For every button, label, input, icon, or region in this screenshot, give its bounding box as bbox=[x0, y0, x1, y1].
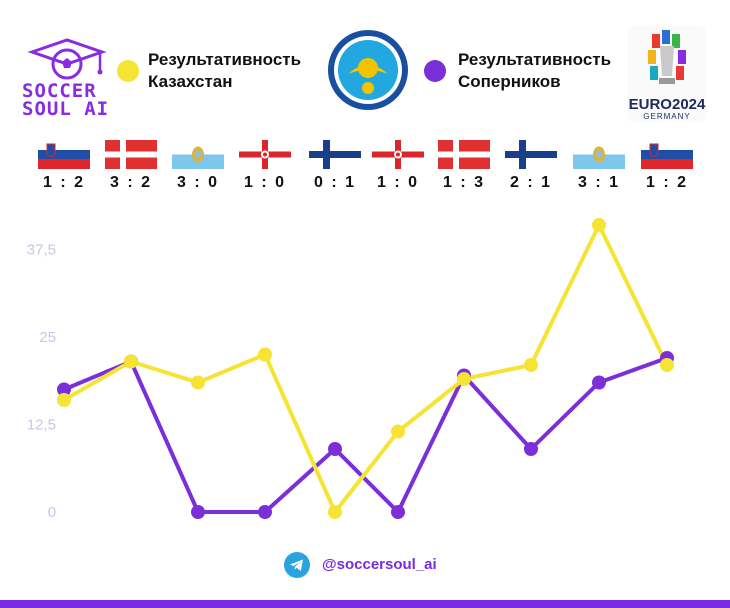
match-score: 1 : 0 bbox=[243, 174, 286, 191]
telegram-icon[interactable] bbox=[284, 552, 310, 578]
denmark-flag-icon bbox=[105, 140, 157, 169]
opp-legend-label-2: Соперников bbox=[458, 72, 561, 91]
kz-data-point bbox=[592, 218, 606, 232]
kazakhstan-federation-emblem-icon bbox=[328, 30, 408, 110]
finland-flag-icon bbox=[309, 140, 361, 169]
kz-data-point bbox=[391, 424, 405, 439]
brand-line-2: SOUL AI bbox=[22, 98, 110, 120]
kz-data-point bbox=[328, 505, 342, 519]
opp-data-point bbox=[258, 505, 272, 519]
kz-data-point bbox=[660, 358, 674, 372]
kz-series-line bbox=[63, 223, 669, 514]
denmark-flag-icon bbox=[438, 140, 490, 169]
y-tick-label: 37,5 bbox=[27, 242, 56, 259]
match-score: 1 : 3 bbox=[442, 174, 485, 191]
opp-legend-label-1: Результативность bbox=[458, 50, 612, 69]
match-score: 3 : 2 bbox=[109, 174, 152, 191]
slovenia-flag-icon bbox=[641, 140, 693, 169]
bottom-bar bbox=[0, 600, 730, 608]
kz-legend-label-2: Казахстан bbox=[148, 72, 233, 91]
match-score: 2 : 1 bbox=[509, 174, 552, 191]
slovenia-flag-icon bbox=[38, 140, 90, 169]
match-score: 1 : 0 bbox=[376, 174, 419, 191]
euro-sub: GERMANY bbox=[643, 112, 691, 121]
opp-legend-dot bbox=[424, 60, 446, 82]
opp-data-point bbox=[592, 375, 606, 390]
telegram-handle[interactable]: @soccersoul_ai bbox=[322, 556, 437, 573]
kz-data-point bbox=[524, 358, 538, 372]
kz-data-point bbox=[258, 347, 272, 362]
kz-data-point bbox=[457, 372, 471, 386]
performance-line-chart: 0 12,5 25 37,5 bbox=[27, 218, 674, 521]
y-tick-label: 0 bbox=[48, 504, 56, 521]
opp-data-point bbox=[191, 505, 205, 519]
opp-series-line bbox=[63, 356, 668, 514]
match-score: 3 : 1 bbox=[577, 174, 620, 191]
opp-data-point bbox=[328, 442, 342, 456]
match-score: 3 : 0 bbox=[176, 174, 219, 191]
opp-data-point bbox=[524, 442, 538, 456]
y-tick-label: 12,5 bbox=[27, 417, 56, 434]
san-marino-flag-icon bbox=[172, 140, 224, 169]
opp-data-point bbox=[57, 382, 71, 397]
kz-legend-dot bbox=[117, 60, 139, 82]
match-score: 1 : 2 bbox=[42, 174, 85, 191]
northern-ireland-flag-icon bbox=[372, 140, 424, 169]
trophy-icon bbox=[648, 30, 686, 84]
euro-2024-logo bbox=[628, 26, 706, 122]
y-tick-label: 25 bbox=[39, 329, 56, 346]
northern-ireland-flag-icon bbox=[239, 140, 291, 169]
kz-data-point bbox=[57, 393, 71, 407]
san-marino-flag-icon bbox=[573, 140, 625, 169]
kz-data-point bbox=[191, 375, 205, 390]
soccer-soul-logo-icon bbox=[27, 38, 107, 80]
kz-legend-label-1: Результативность bbox=[148, 50, 302, 69]
euro-title: EURO2024 bbox=[628, 96, 706, 113]
opp-data-point bbox=[391, 505, 405, 519]
brand-line-1: SOCCER bbox=[22, 80, 97, 102]
finland-flag-icon bbox=[505, 140, 557, 169]
match-score: 1 : 2 bbox=[645, 174, 688, 191]
kz-data-point bbox=[124, 354, 138, 369]
match-score: 0 : 1 bbox=[313, 174, 356, 191]
